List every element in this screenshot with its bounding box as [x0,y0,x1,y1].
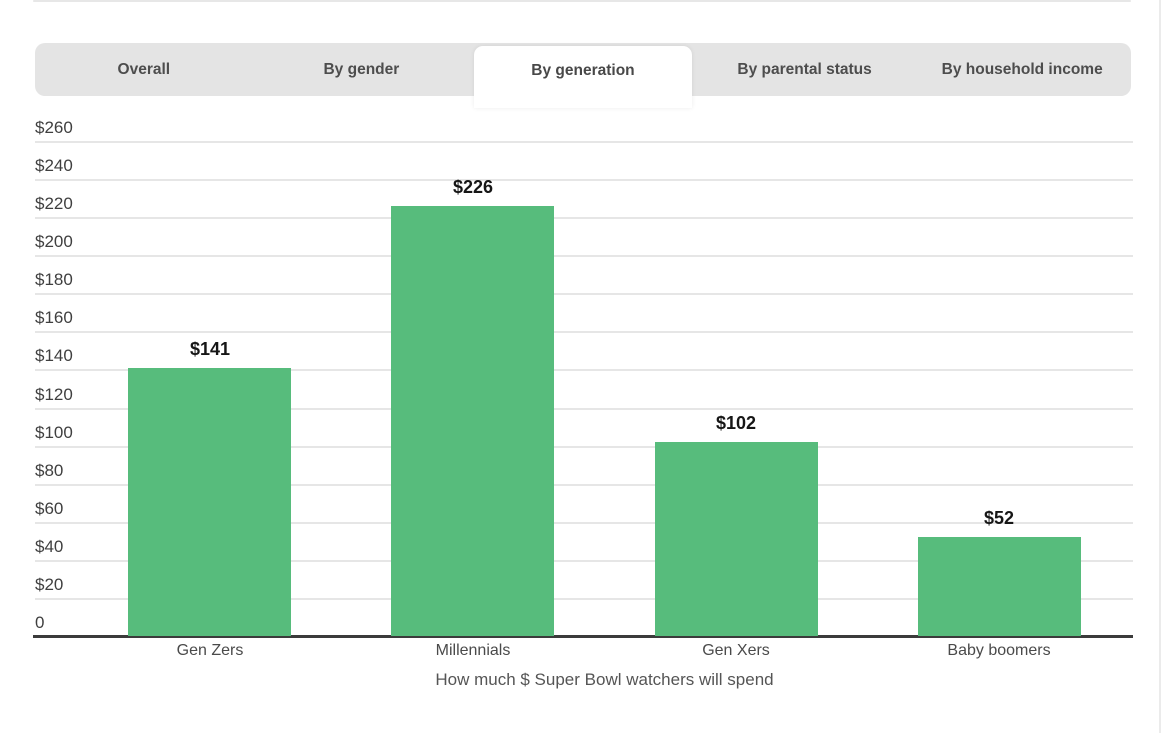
tab-by-gender[interactable]: By gender [323,61,400,78]
bar-baby-boomers [918,537,1081,636]
y-tick-label-260: $260 [35,118,73,137]
bar-gen-zers [128,368,291,636]
gridline-120 [35,408,1133,410]
y-tick-label-160: $160 [35,308,73,327]
category-label-millennials: Millennials [435,642,511,659]
value-label-baby-boomers: $52 [983,508,1015,528]
gridline-180 [35,293,1133,295]
gridline-260 [35,141,1133,143]
y-tick-label-220: $220 [35,194,73,213]
y-tick-label-0: 0 [35,613,45,632]
tab-by-household-income[interactable]: By household income [941,61,1103,78]
x-axis-line [33,635,1133,638]
right-edge-divider [1159,0,1161,733]
y-tick-label-40: $40 [35,537,64,556]
tab-overall[interactable]: Overall [117,61,171,78]
gridline-40 [35,560,1133,562]
y-tick-label-180: $180 [35,270,73,289]
gridline-140 [35,369,1133,371]
top-divider [33,0,1131,2]
value-label-gen-xers: $102 [715,413,757,433]
y-tick-label-60: $60 [35,499,64,518]
x-axis-title: How much $ Super Bowl watchers will spen… [435,670,774,689]
y-tick-label-140: $140 [35,346,73,365]
category-label-baby-boomers: Baby boomers [947,642,1051,659]
y-tick-label-120: $120 [35,385,73,404]
y-tick-label-20: $20 [35,575,64,594]
gridline-80 [35,484,1133,486]
tab-bar: Overall By gender By generation By parental… [35,43,1131,108]
value-label-gen-zers: $141 [189,339,231,359]
gridline-240 [35,179,1133,181]
gridline-200 [35,255,1133,257]
y-tick-label-240: $240 [35,156,73,175]
gridline-160 [35,331,1133,333]
value-label-millennials: $226 [452,177,494,197]
category-label-gen-zers: Gen Zers [176,642,244,659]
y-tick-label-200: $200 [35,232,73,251]
bar-millennials [391,206,554,636]
gridline-60 [35,522,1133,524]
category-label-gen-xers: Gen Xers [702,642,770,659]
gridline-100 [35,446,1133,448]
gridline-20 [35,598,1133,600]
tab-by-generation[interactable]: By generation [474,46,692,108]
tab-by-parental-status[interactable]: By parental status [737,61,872,78]
bar-gen-xers [655,442,818,636]
gridline-220 [35,217,1133,219]
y-tick-label-100: $100 [35,423,73,442]
y-tick-label-80: $80 [35,461,64,480]
